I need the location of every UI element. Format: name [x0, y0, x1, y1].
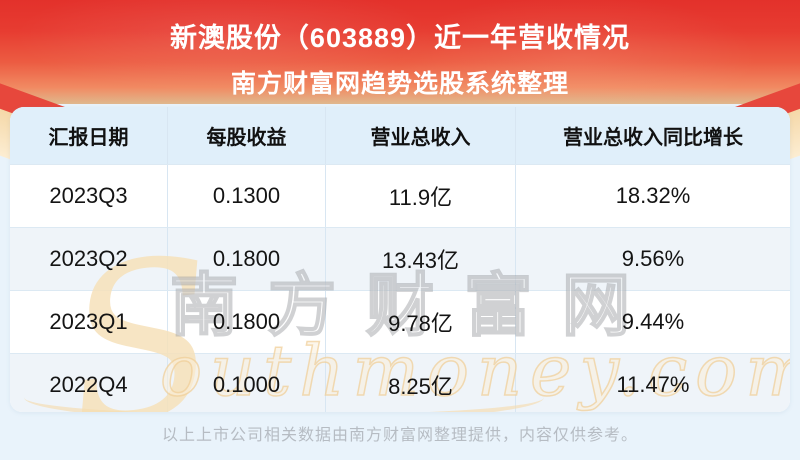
total-revenue-value: 8.25亿 — [388, 374, 453, 399]
cell-report-date: 2023Q1 — [10, 291, 168, 353]
header-yoy-growth-label: 营业总收入同比增长 — [563, 127, 743, 149]
header-yoy-growth: 营业总收入同比增长 — [516, 107, 790, 164]
report-date-value: 2023Q3 — [49, 183, 128, 208]
page-title: 新澳股份（603889）近一年营收情况 — [169, 23, 631, 53]
eps-value: 0.1800 — [212, 309, 281, 334]
total-revenue-value: 11.9亿 — [388, 185, 453, 210]
page-subtitle: 南方财富网趋势选股系统整理 — [230, 70, 569, 98]
yoy-growth-value: 11.47% — [616, 372, 690, 397]
eps-value: 0.1800 — [212, 246, 281, 271]
yoy-growth-value: 9.56% — [621, 246, 685, 271]
cell-eps: 0.1800 — [168, 228, 326, 290]
header-report-date: 汇报日期 — [10, 107, 168, 164]
report-date-value: 2022Q4 — [49, 372, 128, 397]
cell-eps: 0.1300 — [168, 165, 326, 227]
table-row: 2023Q3 0.1300 11.9亿 18.32% — [10, 164, 790, 227]
header-eps: 每股收益 — [168, 107, 326, 164]
footer-disclaimer: 以上上市公司相关数据由南方财富网整理提供，内容仅供参考。 — [161, 427, 638, 444]
cell-total-revenue: 9.78亿 — [326, 291, 516, 353]
header-total-revenue-label: 营业总收入 — [370, 127, 471, 149]
cell-total-revenue: 8.25亿 — [326, 354, 516, 412]
table-header-row: 汇报日期 每股收益 营业总收入 营业总收入同比增长 — [10, 107, 790, 164]
table-row: 2023Q2 0.1800 13.43亿 9.56% — [10, 227, 790, 290]
table-row: 2023Q1 0.1800 9.78亿 9.44% — [10, 290, 790, 353]
cell-report-date: 2023Q3 — [10, 165, 168, 227]
report-date-value: 2023Q1 — [49, 309, 128, 334]
cell-total-revenue: 13.43亿 — [326, 228, 516, 290]
cell-eps: 0.1000 — [168, 354, 326, 412]
cell-yoy-growth: 11.47% — [516, 354, 790, 412]
cell-total-revenue: 11.9亿 — [326, 165, 516, 227]
yoy-growth-value: 9.44% — [621, 309, 685, 334]
cell-yoy-growth: 9.56% — [516, 228, 790, 290]
total-revenue-value: 9.78亿 — [388, 311, 453, 336]
header-eps-label: 每股收益 — [206, 127, 287, 149]
header-report-date-label: 汇报日期 — [48, 127, 129, 149]
total-revenue-value: 13.43亿 — [381, 248, 460, 273]
eps-value: 0.1000 — [212, 372, 281, 397]
cell-report-date: 2023Q2 — [10, 228, 168, 290]
header-total-revenue: 营业总收入 — [326, 107, 516, 164]
yoy-growth-value: 18.32% — [615, 183, 691, 208]
cell-report-date: 2022Q4 — [10, 354, 168, 412]
cell-yoy-growth: 18.32% — [516, 165, 790, 227]
cell-eps: 0.1800 — [168, 291, 326, 353]
banner: 新澳股份（603889）近一年营收情况 南方财富网趋势选股系统整理 — [0, 0, 800, 104]
table-row: 2022Q4 0.1000 8.25亿 11.47% — [10, 353, 790, 412]
revenue-table: 汇报日期 每股收益 营业总收入 营业总收入同比增长 2023Q3 0.1300 … — [10, 107, 790, 412]
report-date-value: 2023Q2 — [49, 246, 128, 271]
eps-value: 0.1300 — [212, 183, 281, 208]
cell-yoy-growth: 9.44% — [516, 291, 790, 353]
